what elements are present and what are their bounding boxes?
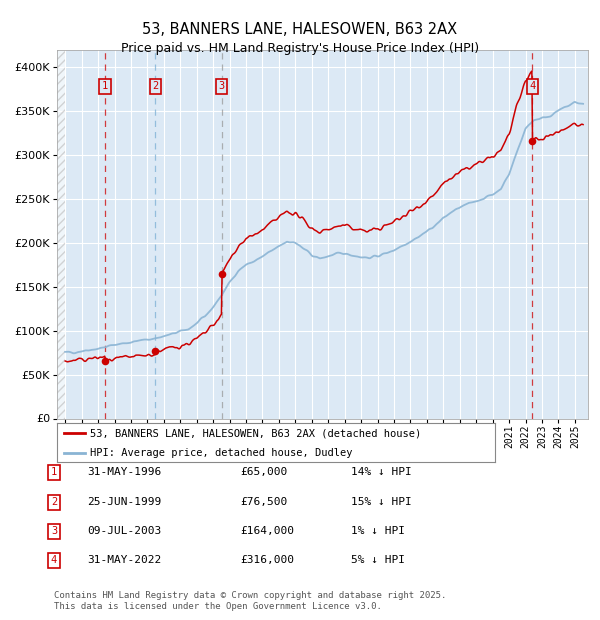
Text: 4: 4: [529, 81, 536, 92]
Text: 1: 1: [102, 81, 108, 92]
Text: 2: 2: [152, 81, 158, 92]
Text: 1% ↓ HPI: 1% ↓ HPI: [351, 526, 405, 536]
Text: £316,000: £316,000: [240, 556, 294, 565]
Text: £164,000: £164,000: [240, 526, 294, 536]
Text: Price paid vs. HM Land Registry's House Price Index (HPI): Price paid vs. HM Land Registry's House …: [121, 42, 479, 55]
Text: 25-JUN-1999: 25-JUN-1999: [87, 497, 161, 507]
Text: 3: 3: [51, 526, 57, 536]
Text: 15% ↓ HPI: 15% ↓ HPI: [351, 497, 412, 507]
Text: 14% ↓ HPI: 14% ↓ HPI: [351, 467, 412, 477]
Bar: [57, 50, 65, 419]
Text: 31-MAY-2022: 31-MAY-2022: [87, 556, 161, 565]
Text: 53, BANNERS LANE, HALESOWEN, B63 2AX (detached house): 53, BANNERS LANE, HALESOWEN, B63 2AX (de…: [90, 428, 421, 438]
Text: £65,000: £65,000: [240, 467, 287, 477]
Text: £76,500: £76,500: [240, 497, 287, 507]
Text: HPI: Average price, detached house, Dudley: HPI: Average price, detached house, Dudl…: [90, 448, 352, 458]
Text: 2: 2: [51, 497, 57, 507]
Text: 31-MAY-1996: 31-MAY-1996: [87, 467, 161, 477]
Text: 3: 3: [218, 81, 225, 92]
Text: 4: 4: [51, 556, 57, 565]
Text: 5% ↓ HPI: 5% ↓ HPI: [351, 556, 405, 565]
Text: 09-JUL-2003: 09-JUL-2003: [87, 526, 161, 536]
Text: 1: 1: [51, 467, 57, 477]
Text: Contains HM Land Registry data © Crown copyright and database right 2025.
This d: Contains HM Land Registry data © Crown c…: [54, 591, 446, 611]
Text: 53, BANNERS LANE, HALESOWEN, B63 2AX: 53, BANNERS LANE, HALESOWEN, B63 2AX: [142, 22, 458, 37]
